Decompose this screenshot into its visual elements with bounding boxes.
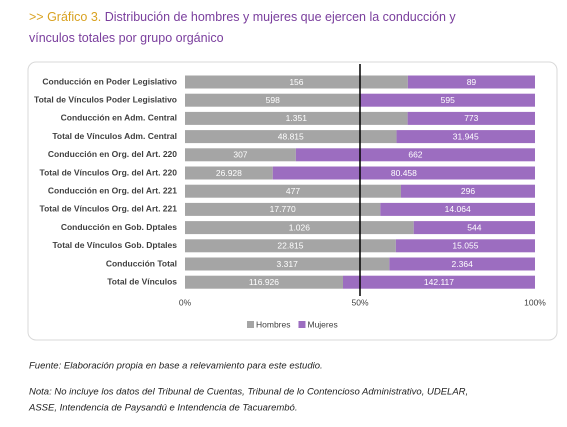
category-label: Total de Vínculos Org. del Art. 221 — [40, 204, 178, 214]
bar-segment — [185, 148, 296, 162]
legend-label: Mujeres — [307, 319, 337, 329]
data-label: 477 — [286, 186, 300, 196]
bar-segment — [400, 184, 535, 198]
data-label: 156 — [289, 77, 303, 87]
bar-segment — [185, 111, 408, 125]
bar-segment — [185, 221, 414, 235]
bar-segment — [295, 148, 535, 162]
category-label: Conducción en Gob. Dptales — [61, 222, 177, 232]
data-label: 142.117 — [424, 277, 454, 287]
category-label: Conducción en Adm. Central — [61, 113, 177, 123]
data-label: 17.770 — [270, 204, 296, 214]
title-prefix: >> Gráfico 3. — [29, 10, 101, 24]
data-label: 22.815 — [277, 241, 303, 251]
category-label: Conducción en Org. del Art. 221 — [48, 185, 177, 195]
data-label: 89 — [467, 77, 477, 87]
data-label: 296 — [461, 186, 475, 196]
bar-segment — [389, 257, 535, 271]
bar-segment — [396, 130, 535, 144]
category-label: Total de Vínculos — [107, 276, 177, 286]
data-label: 598 — [266, 95, 280, 105]
bar-segment — [407, 75, 535, 89]
bar-segment — [185, 202, 381, 216]
title: >> Gráfico 3. Distribución de hombres y … — [29, 10, 456, 45]
bar-segment — [185, 93, 361, 107]
bar-segment — [395, 239, 535, 253]
category-label: Conducción en Poder Legislativo — [42, 76, 177, 86]
bar-segment — [185, 275, 343, 289]
bar-segment — [272, 166, 535, 180]
data-label: 773 — [464, 113, 478, 123]
category-label: Total de Vínculos Gob. Dptales — [52, 240, 177, 250]
data-label: 1.026 — [289, 222, 311, 232]
data-label: 2.364 — [452, 259, 474, 269]
category-label: Total de Vínculos Poder Legislativo — [34, 94, 177, 104]
data-label: 307 — [233, 150, 247, 160]
note-line: ASSE, Intendencia de Paysandú e Intenden… — [28, 403, 297, 414]
bar-segment — [342, 275, 535, 289]
bar-segment — [185, 75, 408, 89]
category-label: Conducción Total — [106, 258, 177, 268]
data-label: 31.945 — [453, 131, 479, 141]
bar-segment — [185, 166, 273, 180]
data-label: 14.064 — [445, 204, 471, 214]
title-text: Distribución de hombres y mujeres que ej… — [29, 10, 456, 45]
bar-segment — [360, 93, 535, 107]
bar-segment — [185, 130, 397, 144]
bar-segment — [413, 221, 535, 235]
category-label: Total de Vínculos Adm. Central — [52, 131, 177, 141]
x-tick-label: 100% — [524, 297, 546, 307]
data-label: 48.815 — [278, 131, 304, 141]
data-label: 662 — [408, 150, 422, 160]
legend-swatch — [298, 321, 306, 328]
data-label: 26.928 — [216, 168, 242, 178]
x-tick-label: 50% — [351, 297, 368, 307]
bar-segment — [185, 184, 401, 198]
x-tick-label: 0% — [179, 297, 192, 307]
legend-label: Hombres — [256, 319, 290, 329]
legend-swatch — [247, 321, 254, 328]
bar-segment — [380, 202, 535, 216]
source: Fuente: Elaboración propia en base a rel… — [29, 361, 323, 372]
category-label: Total de Vínculos Org. del Art. 220 — [40, 167, 178, 177]
data-label: 116.926 — [249, 277, 279, 287]
bar-segment — [185, 239, 396, 253]
data-label: 80.458 — [391, 168, 417, 178]
data-label: 1.351 — [286, 113, 308, 123]
data-label: 544 — [467, 222, 481, 232]
data-label: 595 — [441, 95, 455, 105]
bar-segment — [407, 111, 535, 125]
bar-segment — [185, 257, 390, 271]
category-label: Conducción en Org. del Art. 220 — [48, 149, 177, 159]
note-line: Nota: No incluye los datos del Tribunal … — [29, 387, 468, 398]
data-label: 3.317 — [277, 259, 299, 269]
data-label: 15.055 — [452, 241, 478, 251]
